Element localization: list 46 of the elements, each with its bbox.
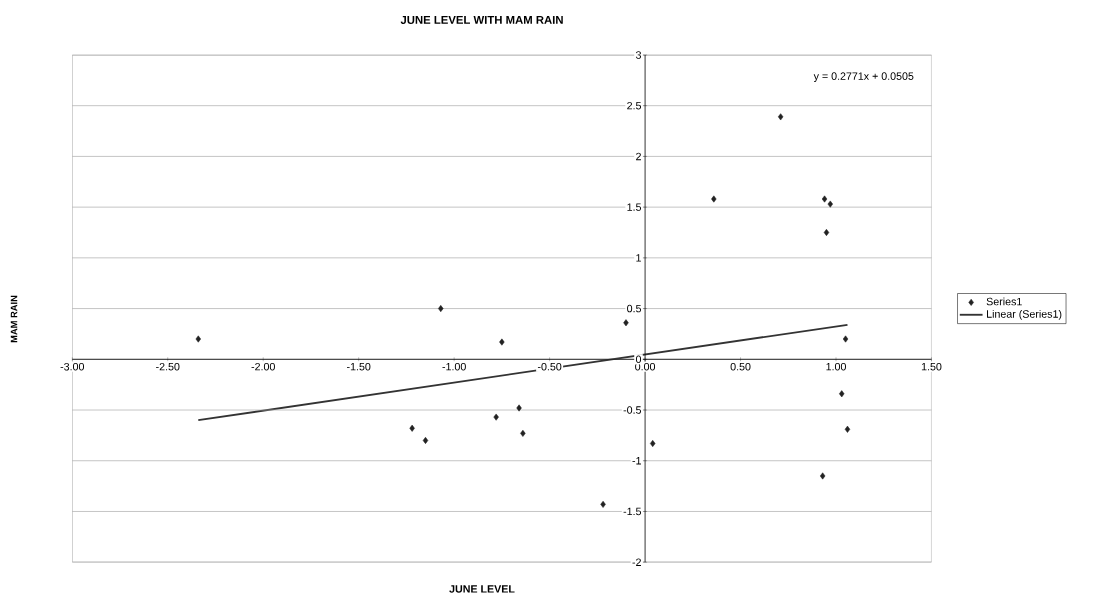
point: [844, 425, 851, 433]
point: [600, 500, 606, 508]
y-tick-label: 3: [635, 51, 641, 59]
y-axis-title: MAM RAIN: [10, 295, 18, 343]
y-tick-label: -1: [632, 457, 641, 465]
point: [516, 404, 522, 412]
point: [499, 338, 505, 346]
annotation: y = 0.2771x + 0.0505: [813, 72, 914, 83]
x-tick-label: -0.50: [537, 362, 562, 371]
x-tick-label: 1.50: [921, 362, 942, 371]
point: [493, 413, 499, 421]
point: [839, 390, 845, 398]
point: [711, 195, 717, 203]
point: [409, 424, 415, 432]
point: [827, 200, 833, 208]
y-tick-label: -0.5: [623, 406, 642, 414]
y-tick-label: -1.5: [623, 507, 642, 516]
point: [777, 113, 784, 121]
y-tick-label: 0: [635, 355, 642, 364]
legend-label: Linear (Series1): [987, 309, 1062, 320]
x-tick-label: -1.00: [442, 362, 466, 371]
y-tick-label: 0.5: [627, 304, 642, 313]
legend-label: Series1: [986, 297, 1022, 306]
point: [623, 319, 629, 327]
x-tick-label: 0.50: [730, 362, 751, 371]
point: [520, 429, 526, 437]
point: [842, 335, 849, 343]
point: [422, 436, 429, 444]
x-tick-label: -2.00: [251, 362, 275, 371]
point: [823, 229, 830, 236]
x-axis-title: JUNE LEVEL: [449, 585, 515, 593]
x-tick-label: 1.00: [826, 362, 846, 371]
y-tick-label: -2: [632, 558, 641, 566]
y-tick-label: 1: [636, 254, 641, 262]
x-tick-label: -2.50: [156, 362, 180, 371]
x-tick-label: -3.00: [60, 362, 85, 371]
point: [819, 472, 826, 480]
point: [438, 305, 444, 313]
y-tick-label: 2.5: [627, 101, 642, 110]
point: [821, 195, 828, 203]
y-tick-label: 2: [636, 152, 641, 161]
x-tick-label: -1.50: [347, 362, 371, 371]
chart-title: JUNE LEVEL WITH MAM RAIN: [400, 16, 563, 24]
point: [195, 335, 201, 343]
y-tick-label: 1.5: [627, 203, 642, 211]
point: [650, 440, 656, 447]
